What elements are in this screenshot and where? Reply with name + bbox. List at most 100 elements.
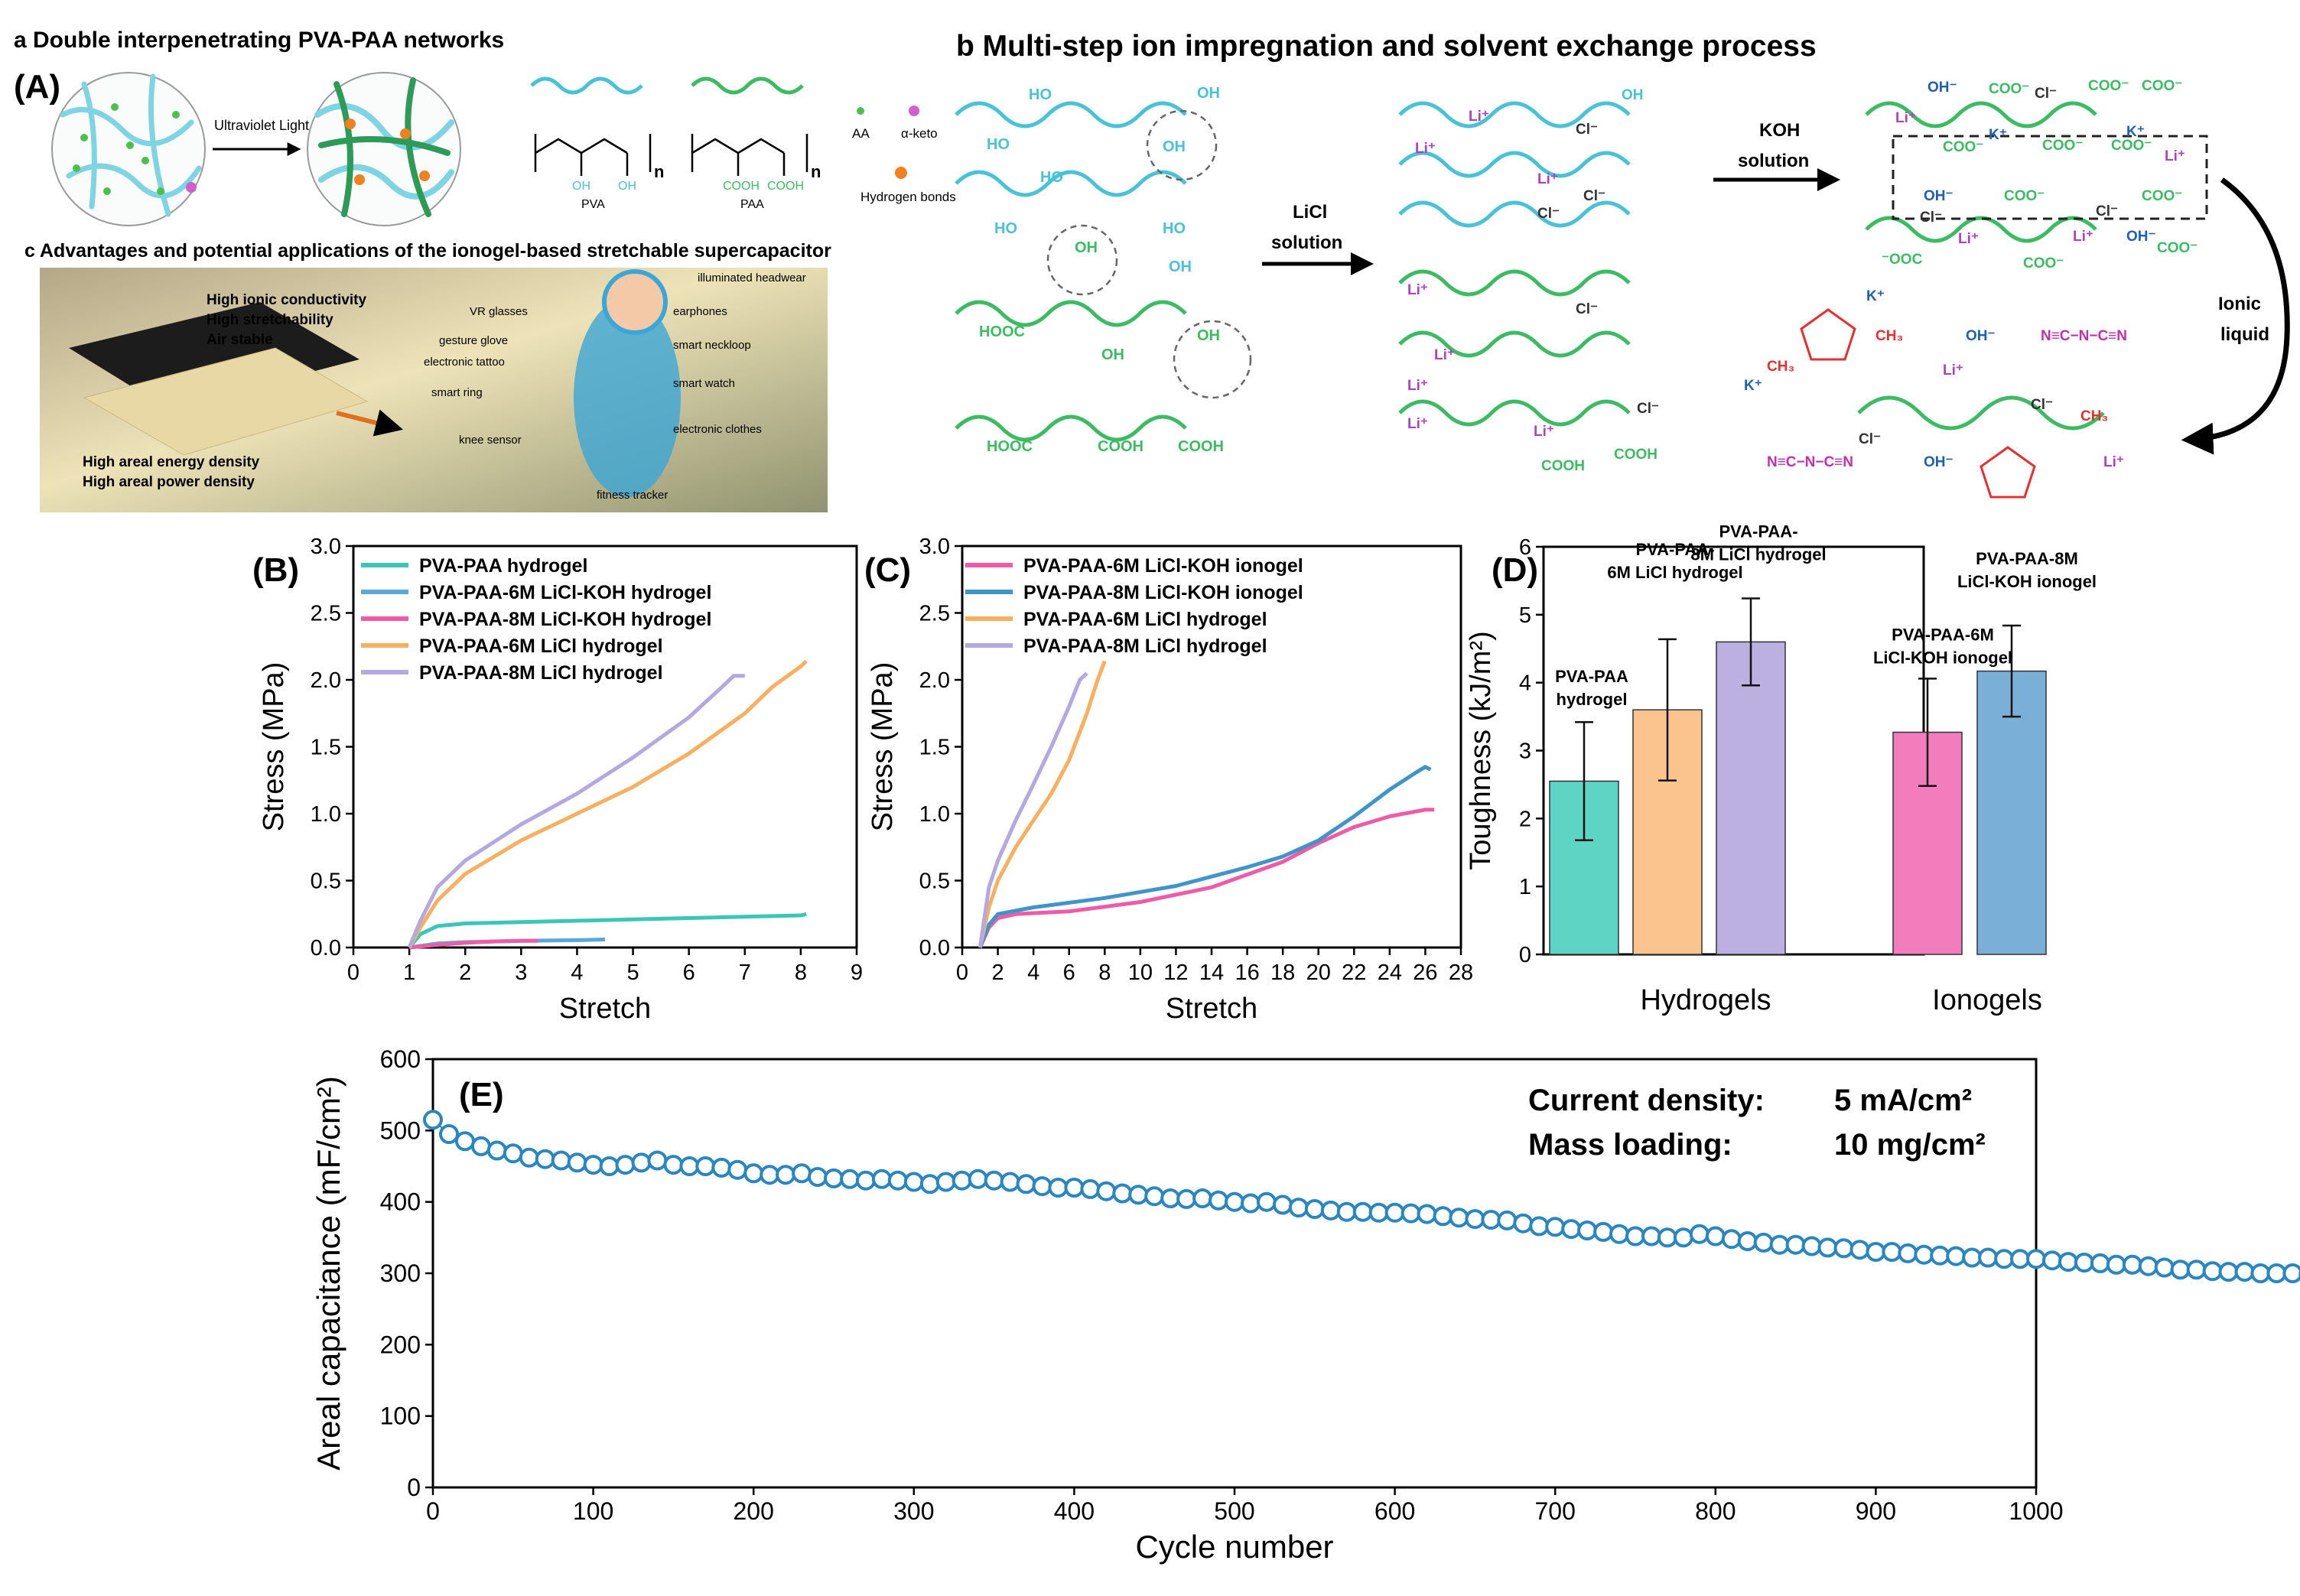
ion-ohm: OH⁻ [1924, 454, 1954, 470]
annotation-value: 10 mg/cm² [1834, 1128, 1986, 1162]
adv-bottom-2: High areal power density [83, 474, 255, 490]
application-illustration [40, 268, 828, 512]
y-tick-label: 300 [380, 1260, 421, 1287]
x-tick-label: 9 [851, 961, 863, 985]
data-point [535, 1149, 555, 1169]
x-tick-label: 600 [1374, 1497, 1415, 1525]
x-tick-label: 28 [1449, 961, 1473, 985]
data-point [1241, 1193, 1261, 1214]
app-label: smart ring [431, 386, 483, 399]
ion-li: Li⁺ [1407, 282, 1428, 298]
y-axis-label: Areal capacitance (mF/cm²) [311, 1076, 346, 1471]
x-tick-label: 5 [626, 961, 639, 985]
ion-li: Li⁺ [2073, 229, 2093, 245]
legend-entry: PVA-PAA-8M LiCl-KOH hydrogel [419, 609, 711, 630]
ion-ohm: OH⁻ [1928, 80, 1957, 96]
runner-figure [574, 298, 681, 497]
ion-cl: Cl⁻ [1576, 122, 1598, 138]
y-tick-label: 0 [1519, 943, 1531, 967]
x-tick-label: 3 [515, 961, 527, 985]
scheme-stage-1-labels: HO OH HO OH HO HO HO OH OH HOOC OH OH HO… [979, 85, 1224, 455]
paa-cooh-2: COOH [767, 180, 804, 193]
data-point [1272, 1195, 1293, 1215]
series-line [978, 808, 1435, 949]
data-point [903, 1172, 924, 1192]
x-tick-label: 8 [795, 961, 807, 985]
data-point [824, 1168, 844, 1188]
x-tick-label: 14 [1199, 961, 1224, 985]
y-tick-label: 0.0 [919, 936, 950, 961]
ionic-liquid-label: Ionic [2218, 294, 2261, 314]
data-point [663, 1155, 684, 1175]
x-tick-label: 400 [1054, 1497, 1095, 1525]
data-point [1962, 1247, 1983, 1268]
y-tick-label: 1.5 [311, 736, 341, 760]
x-tick-label: 4 [571, 961, 583, 985]
data-point [423, 1110, 443, 1130]
data-point [1128, 1185, 1149, 1205]
y-axis-label: Toughness (kJ/m²) [1465, 631, 1497, 870]
data-point [615, 1155, 636, 1175]
aa-dots [73, 103, 180, 195]
data-point [1320, 1200, 1341, 1221]
pva-structure [534, 134, 652, 176]
scheme-stage-2-labels: Li⁺ Li⁺ Cl⁻ OH Li⁺ Cl⁻ Cl⁻ Li⁺ Cl⁻ Li⁺ L… [1407, 87, 1659, 474]
data-point [1833, 1238, 1854, 1259]
x-tick-label: 800 [1695, 1497, 1736, 1525]
legend-aa: AA [852, 126, 870, 141]
data-point [727, 1159, 748, 1180]
network-before [51, 72, 206, 226]
y-tick-label: 1.0 [919, 802, 950, 827]
app-label: VR glasses [470, 305, 528, 318]
x-axis-label: Stretch [559, 993, 651, 1025]
legend-entry: PVA-PAA-8M LiCl hydrogel [1023, 635, 1267, 657]
adv-top-1: High ionic conductivity [207, 292, 366, 308]
supercapacitor-layer [83, 347, 369, 456]
group-oh: OH [1163, 138, 1186, 155]
data-point [1368, 1202, 1389, 1223]
data-point [519, 1147, 539, 1168]
data-point [919, 1174, 940, 1195]
ion-li: Li⁺ [2103, 454, 2124, 470]
ion-li: Li⁺ [1537, 171, 1558, 187]
bar-label: LiCl-KOH ionogel [1873, 648, 2012, 667]
x-tick-label: 200 [734, 1497, 774, 1525]
data-point [1112, 1183, 1133, 1204]
data-point [2090, 1253, 2110, 1273]
data-point [1801, 1236, 1822, 1256]
panel-a-title: a Double interpenetrating PVA-PAA networ… [14, 28, 504, 53]
data-point [1737, 1231, 1758, 1251]
data-point [583, 1155, 603, 1175]
data-point [2010, 1249, 2030, 1269]
legend-hbond-dot [895, 167, 907, 179]
group-coo: COO⁻ [2111, 138, 2152, 154]
y-axis-label: Stress (MPa) [258, 662, 290, 832]
y-tick-label: 1 [1519, 875, 1531, 899]
licl-label: LiCl [1293, 202, 1327, 223]
x-tick-label: 100 [573, 1497, 613, 1525]
bar-label: hydrogel [1557, 690, 1628, 709]
ion-li: Li⁺ [1895, 110, 1916, 126]
ion-li: Li⁺ [2165, 148, 2185, 164]
ion-li: Li⁺ [1407, 378, 1428, 394]
data-point [1609, 1224, 1629, 1244]
y-tick-label: 2.0 [311, 668, 341, 693]
scheme-stage-1 [955, 101, 1187, 442]
data-point [1882, 1242, 1902, 1262]
legend-entry: PVA-PAA-6M LiCl hydrogel [419, 635, 663, 657]
x-tick-label: 0 [426, 1497, 440, 1525]
group-oh: OH [1622, 87, 1644, 103]
ion-li: Li⁺ [1534, 424, 1554, 440]
y-tick-label: 3.0 [919, 535, 950, 559]
data-point [776, 1165, 796, 1185]
x-tick-label: 0 [956, 961, 968, 985]
data-point [743, 1163, 764, 1184]
ion-ohm: OH⁻ [1924, 188, 1954, 204]
bar-label: 6M LiCl hydrogel [1607, 563, 1742, 582]
application-labels: illuminated headwear VR glasses earphone… [424, 271, 806, 502]
y-tick-label: 0.5 [919, 870, 950, 894]
data-point [1417, 1204, 1437, 1224]
pva-n: n [654, 162, 664, 181]
ch3-label: CH₃ [2080, 408, 2108, 424]
group-oh: OH [1101, 346, 1124, 363]
